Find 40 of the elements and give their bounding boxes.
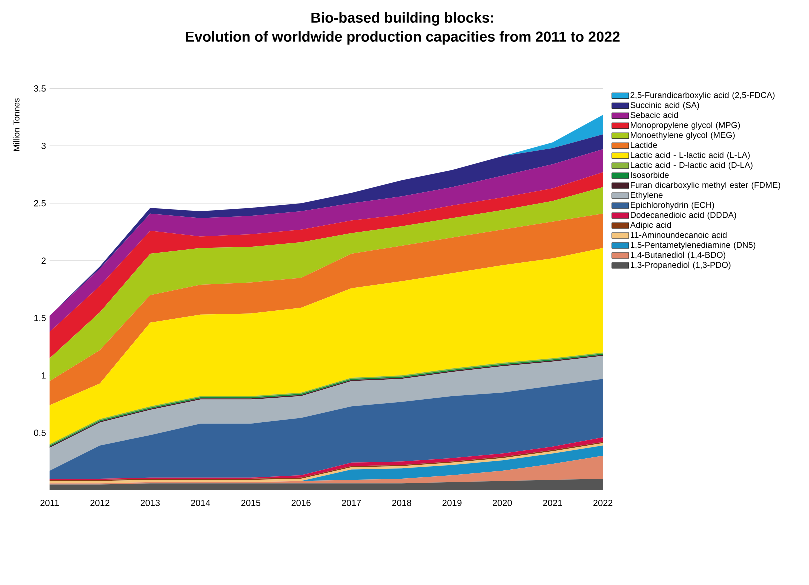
x-tick-label: 2013 bbox=[140, 500, 160, 506]
x-tick-label: 2018 bbox=[392, 500, 412, 506]
y-axis-title: Million Tonnes bbox=[14, 98, 20, 151]
y-tick-label: 2 bbox=[42, 258, 46, 264]
legend-label: Isosorbide bbox=[631, 172, 669, 178]
legend-label: Succinic acid (SA) bbox=[630, 102, 700, 110]
y-tick-label: 3.5 bbox=[34, 85, 46, 92]
legend-label: 11-Aminoundecanoic acid bbox=[631, 232, 727, 238]
legend-label: 1,3-Propanediol (1,3-PDO) bbox=[631, 262, 731, 270]
legend-label: Dodecanedioic acid (DDDA) bbox=[631, 212, 736, 220]
y-tick-label: 1.5 bbox=[34, 315, 46, 322]
x-tick-label: 2020 bbox=[493, 500, 512, 506]
x-tick-label: 2022 bbox=[594, 500, 613, 506]
x-tick-label: 2012 bbox=[90, 500, 110, 506]
x-tick-label: 2019 bbox=[442, 500, 462, 506]
x-tick-label: 2014 bbox=[191, 500, 210, 506]
legend-label: Ethylene bbox=[631, 192, 663, 200]
chart-subtitle: Evolution of worldwide production capacities from 2011 to 2022 bbox=[186, 31, 620, 45]
x-tick-label: 2015 bbox=[242, 500, 261, 506]
legend-label: Lactic acid - D-lactic acid (D-LA) bbox=[631, 162, 753, 170]
x-tick-label: 2011 bbox=[40, 500, 60, 506]
x-tick-label: 2017 bbox=[342, 500, 362, 506]
legend-label: Adipic acid bbox=[630, 222, 672, 230]
legend-label: Lactic acid - L-lactic acid (L-LA) bbox=[631, 152, 750, 160]
legend-label: 2,5-Furandicarboxylic acid (2,5-FDCA) bbox=[630, 92, 775, 100]
legend-label: 1,5-Pentametylenediamine (DN5) bbox=[631, 242, 756, 250]
legend-label: Sebacic acid bbox=[630, 112, 678, 118]
legend-label: Furan dicarboxylic methyl ester (FDME) bbox=[631, 182, 780, 190]
y-tick-label: 1 bbox=[42, 372, 46, 379]
legend-label: Lactide bbox=[631, 142, 658, 148]
y-tick-label: 2.5 bbox=[34, 200, 46, 207]
legend-label: Monopropylene glycol (MPG) bbox=[631, 122, 740, 130]
legend-label: 1,4-Butanediol (1,4-BDO) bbox=[631, 252, 726, 260]
x-tick-label: 2016 bbox=[292, 500, 311, 506]
legend-label: Epichlorohydrin (ECH) bbox=[631, 202, 714, 210]
legend-label: Monoethylene glycol (MEG) bbox=[631, 132, 735, 140]
x-tick-label: 2021 bbox=[543, 500, 562, 506]
chart-title: Bio-based building blocks: bbox=[312, 12, 494, 26]
y-tick-label: 3 bbox=[42, 142, 46, 150]
y-tick-label: 0.5 bbox=[34, 430, 46, 436]
